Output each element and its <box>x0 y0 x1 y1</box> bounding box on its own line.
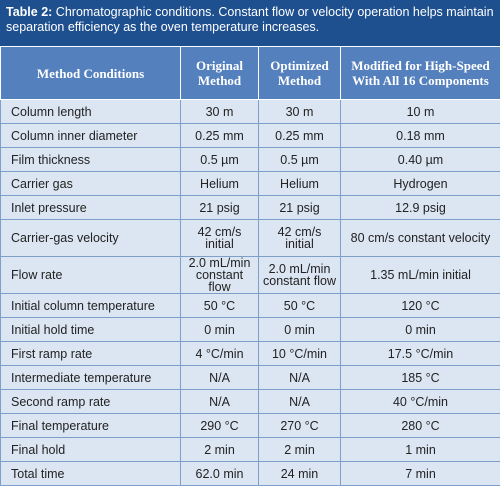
table-cell: N/A <box>180 389 259 414</box>
table-cell: 42 cm/s initial <box>180 219 259 257</box>
table-row: Initial column temperature 50 °C 50 °C 120 … <box>0 293 500 318</box>
table-row: Film thickness 0.5 µm 0.5 µm 0.40 µm <box>0 147 500 172</box>
table-cell: 12.9 psig <box>340 195 500 220</box>
table-row: Total time 62.0 min 24 min 7 min <box>0 461 500 486</box>
table-cell: 120 °C <box>340 293 500 318</box>
table-row: Intermediate temperature N/A N/A 185 °C <box>0 365 500 390</box>
header-cell: Optimized Method <box>258 46 341 100</box>
table-cell: 50 °C <box>258 293 341 318</box>
table-cell: 2.0 mL/min constant flow <box>180 256 259 294</box>
header-row: Method Conditions Original Method Optimize… <box>0 46 500 100</box>
caption: Table 2: Chromatographic conditions. Con… <box>0 0 500 46</box>
table: Method Conditions Original Method Optimize… <box>0 46 500 486</box>
caption-label: Table 2: <box>6 5 53 19</box>
table-cell: 7 min <box>340 461 500 486</box>
row-label: Final temperature <box>0 413 181 438</box>
table-row: Final temperature 290 °C 270 °C 280 °C <box>0 413 500 438</box>
table-cell: N/A <box>180 365 259 390</box>
table-row: First ramp rate 4 °C/min 10 °C/min 17.5 °C/… <box>0 341 500 366</box>
table-cell: 0.25 mm <box>258 123 341 148</box>
table-cell: 0.40 µm <box>340 147 500 172</box>
table-cell: 280 °C <box>340 413 500 438</box>
table-cell: 17.5 °C/min <box>340 341 500 366</box>
caption-text: Chromatographic conditions. Constant flo… <box>6 5 494 34</box>
row-label: Carrier-gas velocity <box>0 219 181 257</box>
table-cell: 1 min <box>340 437 500 462</box>
table-row: Carrier gas Helium Helium Hydrogen <box>0 171 500 196</box>
table-cell: 0 min <box>180 317 259 342</box>
header-cell: Modified for High-Speed With All 16 Comp… <box>340 46 500 100</box>
table-cell: Helium <box>258 171 341 196</box>
header-cell: Method Conditions <box>0 46 181 100</box>
table-cell: N/A <box>258 389 341 414</box>
table-cell: 2 min <box>258 437 341 462</box>
table-cell: 10 m <box>340 99 500 124</box>
row-label: Inlet pressure <box>0 195 181 220</box>
table-cell: 21 psig <box>258 195 341 220</box>
row-label: Flow rate <box>0 256 181 294</box>
row-label: Final hold <box>0 437 181 462</box>
table-row: Inlet pressure 21 psig 21 psig 12.9 psig <box>0 195 500 220</box>
table-row: Column length 30 m 30 m 10 m <box>0 99 500 124</box>
table-cell: 1.35 mL/min initial <box>340 256 500 294</box>
table-cell: 30 m <box>258 99 341 124</box>
table-cell: 24 min <box>258 461 341 486</box>
table-cell: 0.25 mm <box>180 123 259 148</box>
row-label: Intermediate temperature <box>0 365 181 390</box>
table-row: Final hold 2 min 2 min 1 min <box>0 437 500 462</box>
table-row: Carrier-gas velocity 42 cm/s initial 42 cm… <box>0 219 500 257</box>
row-label: Total time <box>0 461 181 486</box>
table-cell: 2.0 mL/min constant flow <box>258 256 341 294</box>
table-cell: 290 °C <box>180 413 259 438</box>
table-cell: 40 °C/min <box>340 389 500 414</box>
row-label: Column length <box>0 99 181 124</box>
table-cell: 42 cm/s initial <box>258 219 341 257</box>
header-cell: Original Method <box>180 46 259 100</box>
table-cell: 21 psig <box>180 195 259 220</box>
row-label: Column inner diameter <box>0 123 181 148</box>
table-cell: 0 min <box>340 317 500 342</box>
table-row: Initial hold time 0 min 0 min 0 min <box>0 317 500 342</box>
table-body: Column length 30 m 30 m 10 m Column inner di… <box>0 99 500 486</box>
row-label: Carrier gas <box>0 171 181 196</box>
table-cell: Hydrogen <box>340 171 500 196</box>
table-cell: 0.5 µm <box>180 147 259 172</box>
table-cell: 30 m <box>180 99 259 124</box>
row-label: Initial column temperature <box>0 293 181 318</box>
table-cell: 0 min <box>258 317 341 342</box>
row-label: First ramp rate <box>0 341 181 366</box>
table-cell: N/A <box>258 365 341 390</box>
table-row: Flow rate 2.0 mL/min constant flow 2.0 mL/… <box>0 256 500 294</box>
row-label: Second ramp rate <box>0 389 181 414</box>
table-cell: Helium <box>180 171 259 196</box>
table-cell: 4 °C/min <box>180 341 259 366</box>
table-row: Second ramp rate N/A N/A 40 °C/min <box>0 389 500 414</box>
table-cell: 62.0 min <box>180 461 259 486</box>
row-label: Film thickness <box>0 147 181 172</box>
table-cell: 2 min <box>180 437 259 462</box>
table-cell: 10 °C/min <box>258 341 341 366</box>
table-cell: 0.18 mm <box>340 123 500 148</box>
table-cell: 80 cm/s constant velocity <box>340 219 500 257</box>
table-cell: 50 °C <box>180 293 259 318</box>
table-row: Column inner diameter 0.25 mm 0.25 mm 0.18 … <box>0 123 500 148</box>
table-cell: 270 °C <box>258 413 341 438</box>
row-label: Initial hold time <box>0 317 181 342</box>
table-cell: 0.5 µm <box>258 147 341 172</box>
table-cell: 185 °C <box>340 365 500 390</box>
